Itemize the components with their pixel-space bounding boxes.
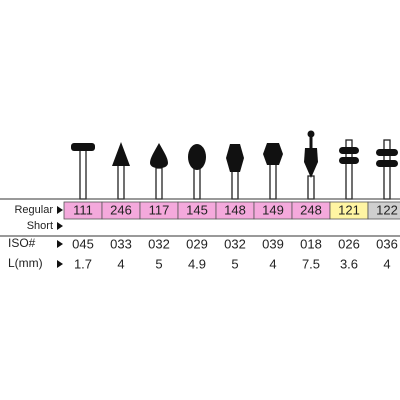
- code-cell: [367, 201, 400, 220]
- iso-number: 032: [224, 236, 246, 251]
- length-mm: 4: [383, 256, 390, 271]
- length-mm: 5: [231, 256, 238, 271]
- length-mm: 4: [117, 256, 124, 271]
- iso-number: 026: [338, 236, 360, 251]
- iso-number: 029: [186, 236, 208, 251]
- row-label: Short: [27, 220, 53, 232]
- length-mm: 4: [269, 256, 276, 271]
- regular-code: 121: [338, 202, 360, 217]
- iso-number: 036: [376, 236, 398, 251]
- row-arrows: [57, 206, 63, 268]
- length-mm: 7.5: [302, 256, 320, 271]
- row-label: L(mm): [8, 256, 43, 270]
- iso-number: 018: [300, 236, 322, 251]
- length-mm: 5: [155, 256, 162, 271]
- iso-number: 032: [148, 236, 170, 251]
- regular-code: 122: [376, 202, 398, 217]
- iso-number: 039: [262, 236, 284, 251]
- row-label: Regular: [14, 204, 53, 216]
- length-mm: 1.7: [74, 256, 92, 271]
- iso-number: 033: [110, 236, 132, 251]
- regular-code: 111: [73, 202, 93, 217]
- regular-code: 145: [186, 202, 208, 217]
- iso-number: 045: [72, 236, 94, 251]
- length-mm: 3.6: [340, 256, 358, 271]
- regular-code: 117: [149, 202, 170, 217]
- length-mm: 4.9: [188, 256, 206, 271]
- bur-illustrations: [71, 130, 398, 200]
- row-label: ISO#: [8, 236, 36, 250]
- regular-code: 248: [300, 202, 322, 217]
- regular-code: 149: [262, 202, 284, 217]
- regular-code: 148: [224, 202, 246, 217]
- regular-code: 246: [110, 202, 132, 217]
